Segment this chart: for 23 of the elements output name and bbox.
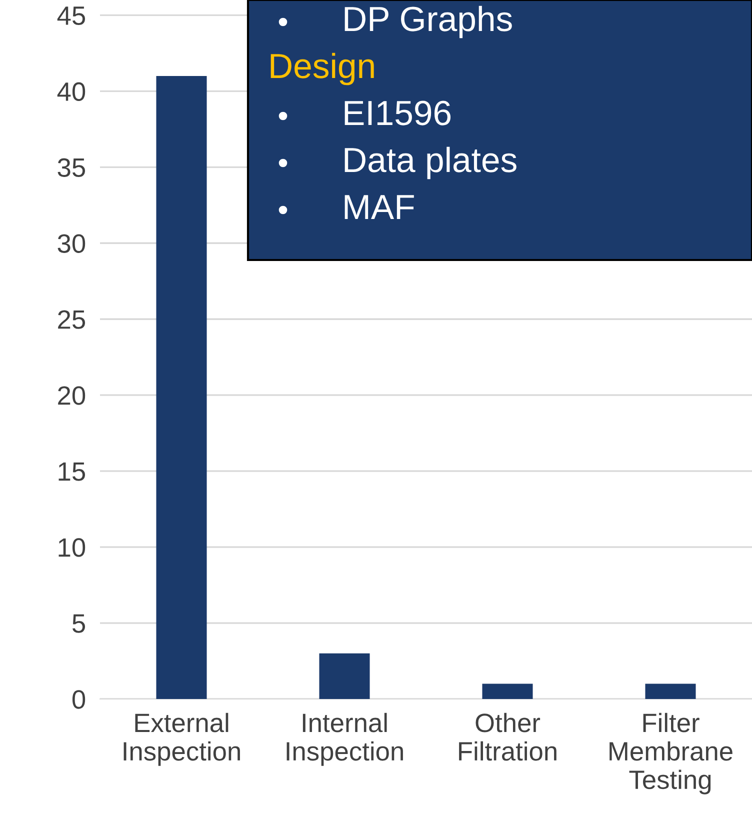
x-tick-label: Internal Inspection [286, 712, 403, 766]
bar [319, 653, 370, 699]
y-tick-label: 10 [58, 538, 86, 557]
annotation: DP Graphs [344, 6, 512, 38]
y-tick-label: 0 [72, 690, 86, 709]
bar [156, 76, 207, 699]
bar [645, 684, 696, 699]
annotation: EI1596 [344, 100, 451, 126]
annotation: MAF [344, 195, 414, 219]
y-tick-label: 5 [72, 614, 86, 633]
x-tick-label: Filter Membrane Testing [610, 712, 732, 794]
y-tick-label: 35 [58, 158, 86, 177]
y-tick-label: 40 [57, 82, 86, 101]
y-tick-label: 20 [58, 386, 86, 405]
y-tick-label: 25 [58, 310, 86, 329]
annotation: Data plates [344, 146, 516, 180]
bar [482, 684, 533, 699]
x-tick-label: Other Filtration [459, 712, 556, 761]
x-tick-label: External Inspection [124, 712, 240, 766]
y-tick-label: 45 [57, 6, 86, 26]
y-tick-label: 15 [58, 462, 86, 481]
y-tick-label: 30 [58, 234, 86, 253]
annotation: Design [270, 52, 374, 86]
